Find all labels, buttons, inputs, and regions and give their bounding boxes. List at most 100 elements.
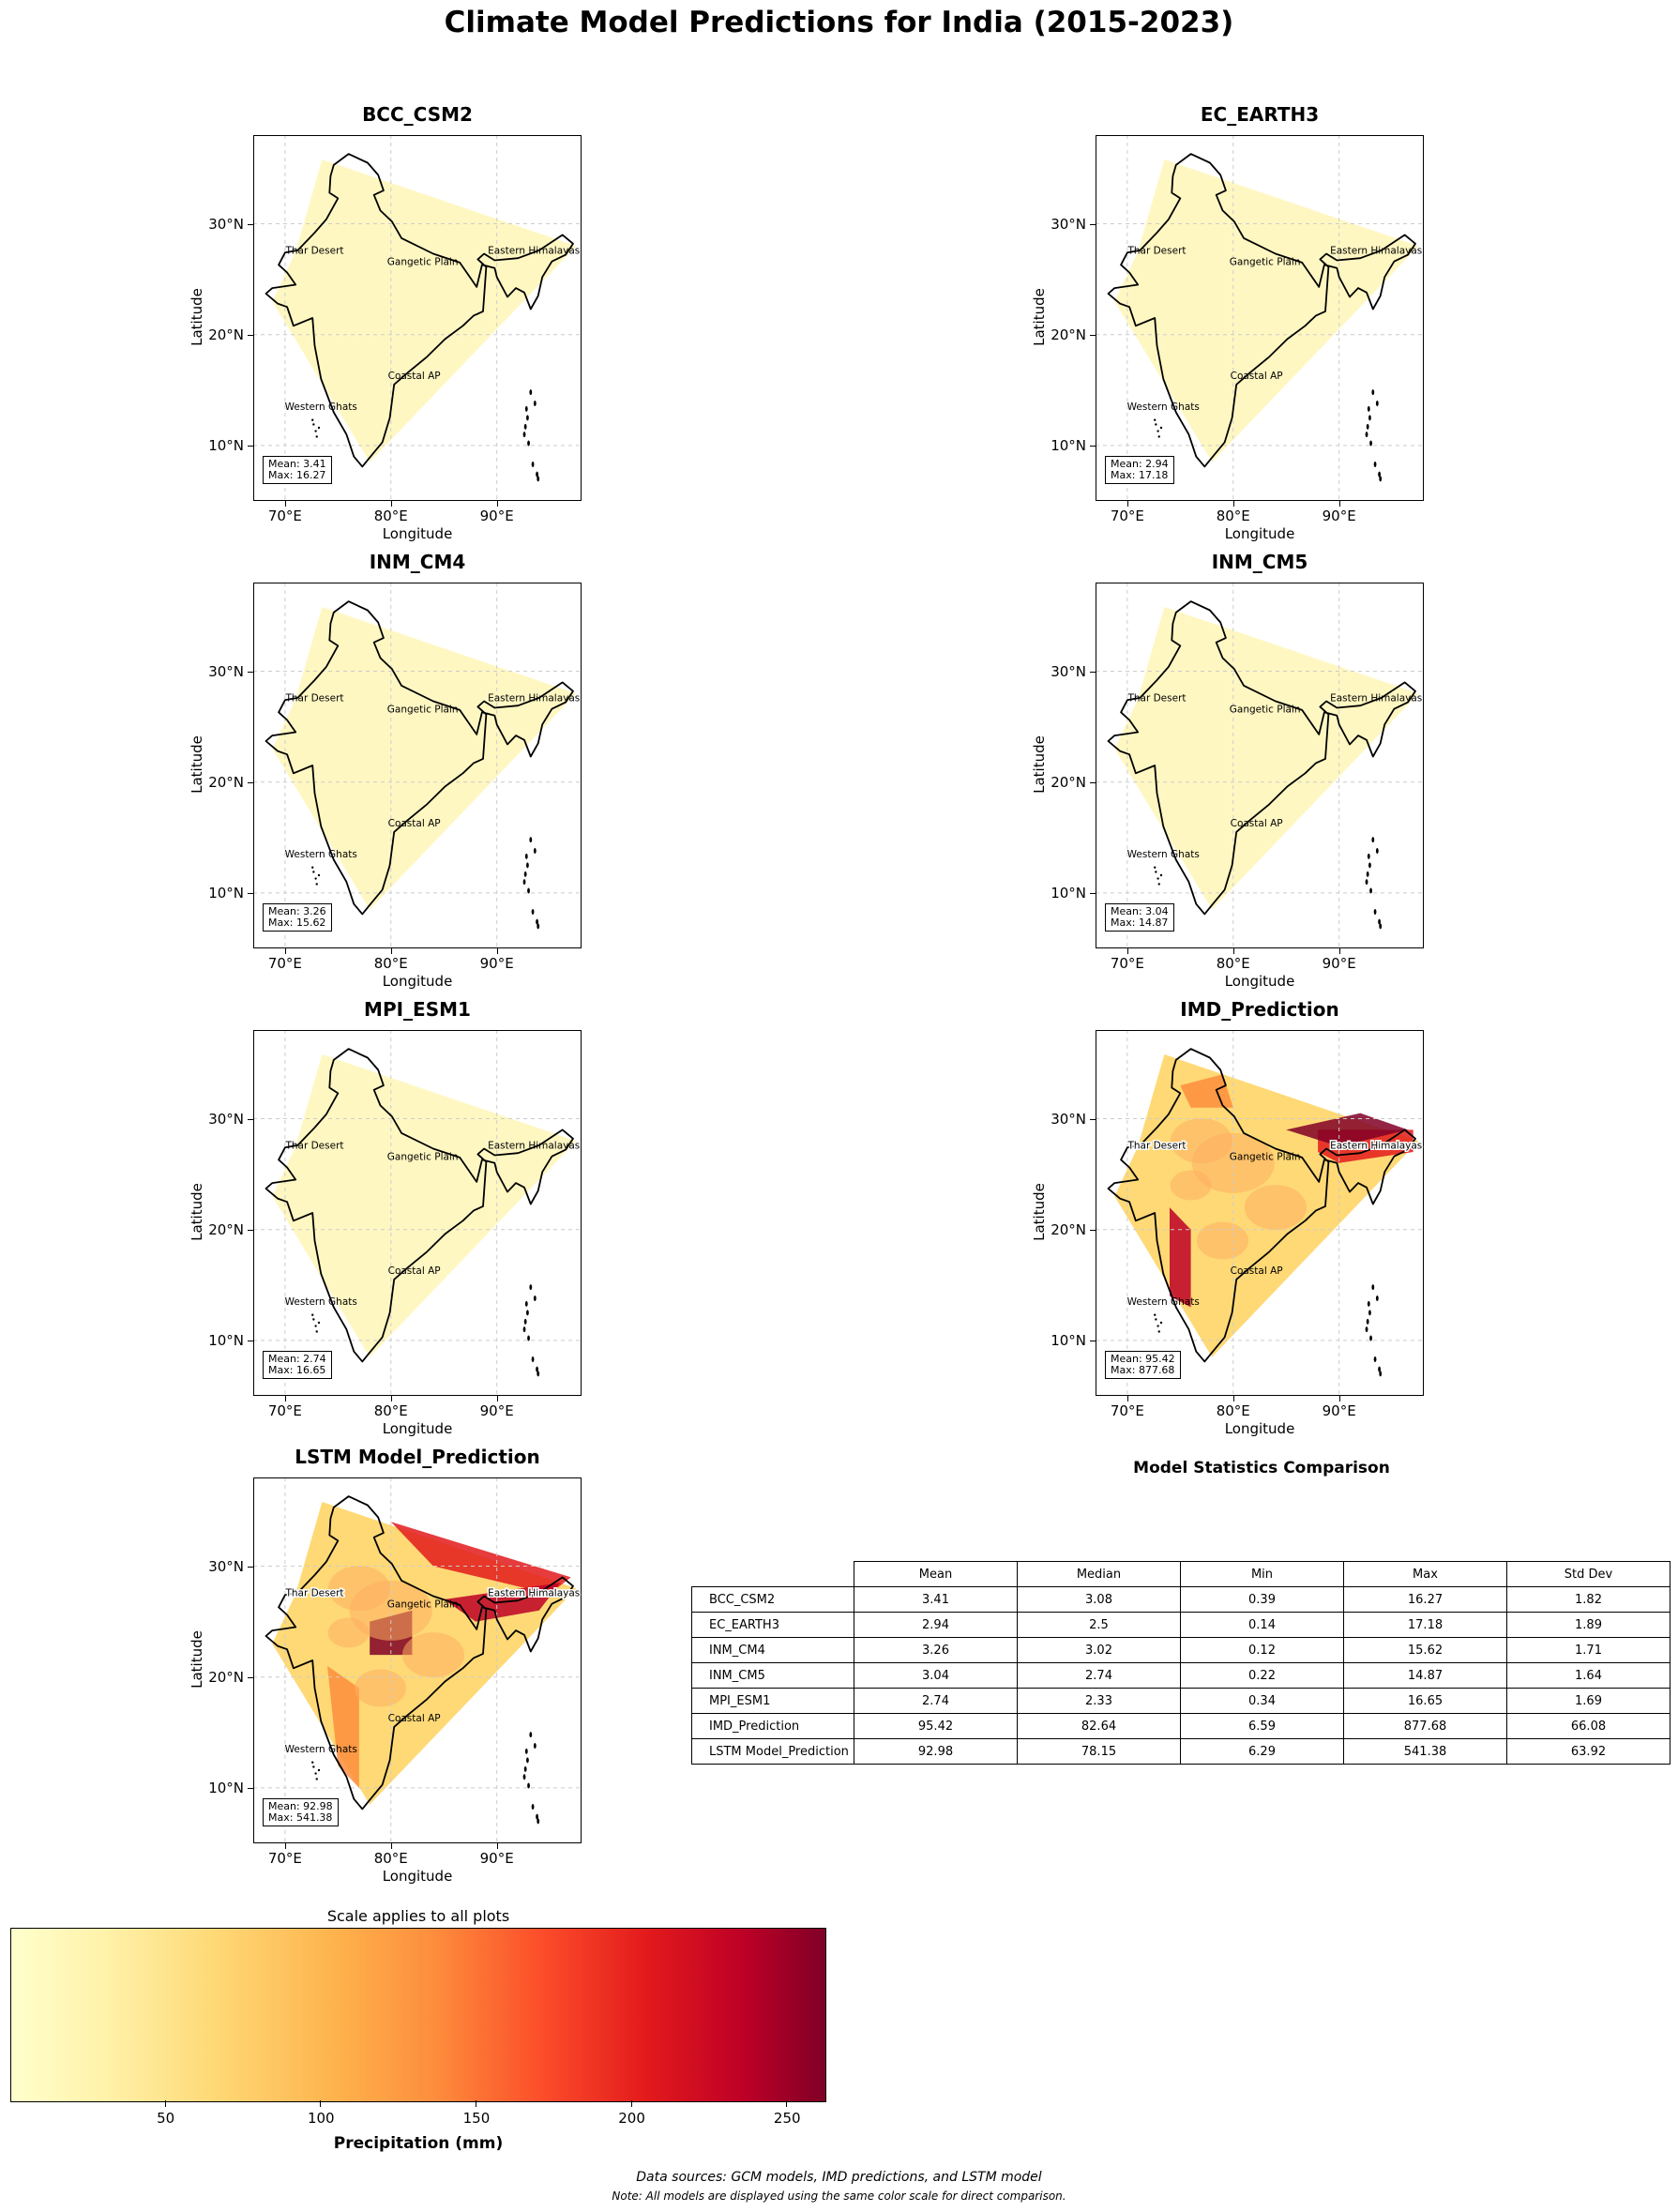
y-tick-mark [1090,1229,1096,1231]
footer-sources: Data sources: GCM models, IMD prediction… [636,2170,1042,2185]
table-cell: 3.26 [854,1637,1018,1663]
colorbar-tick-label: 50 [157,2110,175,2127]
table-row-label: INM_CM4 [691,1637,854,1663]
x-axis-label: Longitude [1224,973,1295,990]
island [1366,871,1369,877]
stats-max: Max: 14.87 [1111,917,1169,929]
india-outline [265,1048,574,1363]
y-tick-mark [248,1676,253,1678]
plot-frame [253,135,582,501]
y-tick-label: 10°N [1051,1331,1086,1349]
island [536,1813,538,1820]
island [524,405,528,412]
region-label: Coastal AP [1231,1265,1283,1277]
region-label: Western Ghats [285,401,357,413]
x-tick-label: 80°E [1216,1402,1250,1419]
island [1375,401,1379,406]
island [537,923,540,930]
island [527,1782,530,1789]
main-title: Climate Model Predictions for India (201… [444,6,1234,39]
island [1156,1325,1159,1327]
region-label: Eastern Himalayas [1330,245,1422,256]
x-tick-mark [390,501,392,507]
precip-patch [354,1669,406,1707]
island [1373,909,1377,915]
y-tick-label: 10°N [208,436,244,454]
colorbar-tick-mark [320,2100,322,2107]
table-cell: 6.59 [1180,1713,1344,1739]
island [531,909,535,915]
colorbar-tick-mark [164,2100,166,2107]
island [312,1765,315,1768]
x-axis-label: Longitude [382,525,453,542]
island [522,1326,526,1333]
region-label: Western Ghats [1127,401,1200,413]
island [315,1330,318,1333]
island [533,848,537,854]
table-row: INM_CM5 3.04 2.74 0.22 14.87 1.64 [691,1662,1670,1689]
y-tick-mark [248,1566,253,1568]
table-row-label: INM_CM5 [691,1662,854,1689]
island [311,1313,314,1316]
table-cell: 3.08 [1017,1586,1181,1613]
precip-patch [1170,1118,1232,1164]
region-label: Thar Desert [1126,1140,1186,1151]
panel-title: BCC_CSM2 [362,103,473,126]
precip-hotspot [327,1665,359,1788]
table-cell: 3.02 [1017,1637,1181,1663]
island [529,837,533,843]
island [1371,1284,1375,1291]
table-cell: 2.74 [1017,1662,1181,1689]
y-axis-label: Latitude [1031,288,1048,346]
stats-box: Mean: 95.42 Max: 877.68 [1105,1351,1181,1379]
region-label: Coastal AP [1231,371,1283,382]
x-tick-mark [284,1396,286,1401]
stats-max: Max: 17.18 [1111,469,1169,481]
stats-box: Mean: 2.94 Max: 17.18 [1105,456,1174,484]
island [1155,423,1157,426]
island [1369,440,1372,447]
india-outline [1107,153,1416,468]
table-row-label: BCC_CSM2 [691,1586,854,1613]
colorbar-tick-label: 250 [773,2110,801,2127]
table-title: Model Statistics Comparison [1133,1459,1390,1477]
islands [311,389,540,482]
precip-patch [401,1632,464,1678]
table-cell: 16.27 [1343,1586,1507,1613]
stats-mean: Mean: 3.04 [1111,905,1169,917]
region-label: Gangetic Plain [387,1151,459,1162]
plot-frame [1096,583,1424,948]
x-tick-mark [284,501,286,507]
island [529,1284,533,1291]
table-cell: 6.29 [1180,1738,1344,1765]
island [311,418,314,421]
island [524,853,528,859]
island [533,401,537,406]
island [314,1772,317,1775]
land-texture [327,1566,464,1707]
island [1157,883,1160,886]
region-label: Western Ghats [1127,849,1200,860]
island [531,462,535,467]
island [317,1321,321,1325]
stats-table: Mean Median Min Max Std Dev BCC_CSM2 3.41… [691,1561,1670,1765]
panel-title: LSTM Model_Prediction [295,1446,540,1468]
y-tick-label: 20°N [1051,1220,1086,1238]
table-cell: 1.71 [1506,1637,1670,1663]
x-tick-label: 90°E [1322,1402,1356,1419]
island [524,1748,528,1754]
table-cell: 0.12 [1180,1637,1344,1663]
plot-frame [253,1030,582,1396]
island [1375,848,1379,854]
island [1154,1313,1156,1316]
y-axis-label: Latitude [189,1630,205,1689]
map-plot: Thar Desert Gangetic Plain Eastern Himalay… [253,135,582,501]
x-axis-label: Longitude [382,1420,453,1437]
x-tick-mark [390,1396,392,1401]
island [1369,1335,1372,1341]
x-tick-label: 70°E [267,508,302,524]
x-axis-label: Longitude [382,973,453,990]
island [1371,837,1375,843]
stats-mean: Mean: 3.41 [268,458,326,470]
region-label: Eastern Himalayas [1330,692,1422,704]
